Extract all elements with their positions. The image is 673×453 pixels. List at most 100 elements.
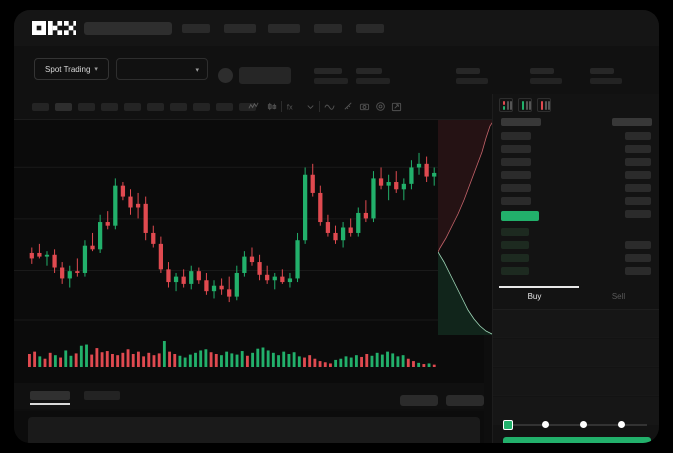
interval-button-more[interactable] [239, 103, 256, 111]
interval-button-1h[interactable] [124, 103, 141, 111]
svg-text:fx: fx [287, 102, 293, 111]
orderbook-ask-amount [625, 171, 651, 179]
depth-buy-area [438, 252, 494, 335]
stat-change [356, 68, 390, 84]
nav-item-derivatives[interactable] [268, 24, 300, 33]
interval-button-1w[interactable] [193, 103, 210, 111]
orderbook-ask-price[interactable] [501, 184, 531, 192]
interval-button-4h[interactable] [147, 103, 164, 111]
nav-item-more[interactable] [356, 24, 384, 33]
order-tab-buy[interactable]: Buy [527, 292, 542, 301]
orderbook-ask-amount [625, 132, 651, 140]
chevron-down-icon: ▾ [94, 66, 98, 73]
slider-handle[interactable] [503, 420, 513, 430]
pair-name [239, 67, 291, 84]
candlestick-series [14, 152, 484, 321]
nav-item-trade[interactable] [224, 24, 256, 33]
bottom-tab-order-history[interactable] [84, 391, 120, 400]
nav-item-markets[interactable] [182, 24, 210, 33]
stat-label [530, 68, 554, 74]
orderbook-ask-price[interactable] [501, 171, 531, 179]
stat-value [590, 78, 622, 84]
interval-button-1M[interactable] [216, 103, 233, 111]
stat-low [530, 68, 562, 84]
fullscreen-icon[interactable] [391, 101, 402, 112]
order-total-field[interactable] [493, 368, 659, 396]
interval-button-1d[interactable] [170, 103, 187, 111]
ruler-icon[interactable] [343, 101, 354, 112]
active-tab-indicator [30, 403, 70, 405]
line-chart-icon[interactable] [248, 101, 259, 112]
orderbook-mode-sell-icon[interactable] [537, 98, 551, 112]
order-tab-sell[interactable]: Sell [611, 292, 626, 301]
orderbook-bid-price[interactable] [501, 241, 529, 249]
interval-button-15m[interactable] [78, 103, 95, 111]
orderbook-bid-price[interactable] [501, 228, 529, 236]
orderbook-bid-price[interactable] [501, 254, 529, 262]
orderbook-ask-amount [625, 184, 651, 192]
interval-button-1m[interactable] [32, 103, 49, 111]
orderbook-mode-both-icon[interactable] [499, 98, 513, 112]
orderbook-ask-amount [625, 197, 651, 205]
settings-icon[interactable] [375, 101, 386, 112]
active-order-tab-indicator [499, 286, 579, 288]
wave-icon[interactable] [324, 101, 335, 112]
stat-label [456, 68, 480, 74]
slider-track [507, 424, 647, 426]
app-screen: Spot Trading ▾ ▾ [14, 10, 659, 443]
volume-chart[interactable] [14, 335, 484, 383]
indicator-icon[interactable]: fx [286, 101, 297, 112]
stat-volume [590, 68, 622, 84]
price-chart[interactable] [14, 120, 484, 335]
orderbook-bid-price[interactable] [501, 267, 529, 275]
slider-stop-75[interactable] [618, 421, 625, 428]
volume-series [28, 341, 436, 367]
stat-last-price [314, 68, 348, 84]
orderbook-bid-amount [625, 241, 651, 249]
chevron-down-icon: ▾ [195, 67, 199, 74]
stat-value [314, 78, 348, 84]
trading-pair-select[interactable]: ▾ [116, 58, 208, 80]
depth-buy-line [438, 251, 494, 335]
market-type-select[interactable]: Spot Trading ▾ [34, 58, 109, 80]
orderbook-bid-amount [625, 267, 651, 275]
slider-stop-25[interactable] [542, 421, 549, 428]
submit-buy-button[interactable] [503, 437, 651, 443]
nav-item-earn[interactable] [314, 24, 342, 33]
stat-label [356, 68, 382, 74]
chevron-down-icon[interactable] [305, 101, 316, 112]
stat-label [590, 68, 614, 74]
orderbook-bid-amount [625, 254, 651, 262]
orderbook-last-price [501, 211, 539, 221]
bottom-tab-open-orders[interactable] [30, 391, 70, 400]
orderbook-ask-amount [625, 210, 651, 218]
okx-logo-icon[interactable] [32, 21, 76, 35]
orderbook-rows[interactable] [493, 116, 659, 288]
search-input[interactable] [84, 22, 172, 35]
toolbar-divider [281, 101, 282, 112]
orders-list-panel [14, 411, 484, 443]
order-extra-field[interactable] [493, 397, 659, 425]
order-amount-field[interactable] [493, 339, 659, 367]
market-type-label: Spot Trading [45, 64, 91, 74]
order-price-field[interactable] [493, 310, 659, 338]
camera-icon[interactable] [359, 101, 370, 112]
interval-button-30m[interactable] [101, 103, 118, 111]
coin-avatar [218, 68, 233, 83]
orderbook-mode-buy-icon[interactable] [518, 98, 532, 112]
orders-list-body [28, 417, 480, 443]
order-percent-slider[interactable] [503, 419, 651, 431]
slider-stop-50[interactable] [580, 421, 587, 428]
stat-high [456, 68, 488, 84]
candlestick-icon[interactable] [267, 101, 278, 112]
orderbook-ask-price[interactable] [501, 197, 531, 205]
bottom-action-1[interactable] [400, 395, 438, 406]
orderbook-ask-price[interactable] [501, 145, 531, 153]
bottom-action-2[interactable] [446, 395, 484, 406]
interval-button-5m[interactable] [55, 103, 72, 111]
orderbook-header-amount [612, 118, 652, 126]
orderbook-ask-price[interactable] [501, 158, 531, 166]
depth-sell-area [438, 120, 494, 252]
stat-value [356, 78, 390, 84]
orderbook-ask-price[interactable] [501, 132, 531, 140]
